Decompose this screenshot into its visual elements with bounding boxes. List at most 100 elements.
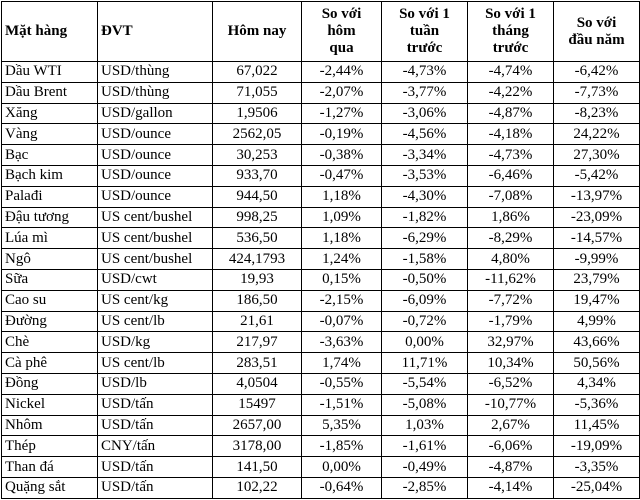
table-row: Quặng sắt USD/tấn 102,22 -0,64% -2,85% -4,14%… (1, 476, 640, 499)
table-row: Cà phê US cent/lb 283,51 1,74% 11,71% 10,34% 5… (1, 352, 640, 374)
cell: -0,49% (381, 456, 468, 478)
cell: -3,35% (553, 456, 640, 478)
cell: 10,34% (467, 352, 554, 374)
cell: -3,63% (301, 331, 382, 354)
header-cell: Hôm nay (212, 1, 302, 62)
cell: -5,36% (553, 393, 640, 416)
cell: -3,77% (381, 81, 468, 104)
header-cell: So với 1 tuần trước (381, 1, 468, 62)
cell: 283,51 (212, 352, 302, 374)
cell: 19,47% (553, 289, 640, 312)
table-row: Dầu WTI USD/thùng 67,022 -2,44% -4,73% -4,74%… (1, 61, 640, 83)
cell: Đậu tương (1, 206, 98, 229)
cell: -6,46% (467, 164, 554, 187)
cell: Sữa (1, 268, 98, 291)
cell: USD/thùng (97, 61, 213, 83)
cell: -0,64% (301, 476, 382, 499)
cell: -5,54% (381, 372, 468, 395)
cell: US cent/kg (97, 289, 213, 312)
table-row: Đồng USD/lb 4,0504 -0,55% -5,54% -6,52% 4,34% (1, 372, 640, 395)
cell: Dầu WTI (1, 61, 98, 83)
cell: 933,70 (212, 164, 302, 187)
header-text: So với 1 (399, 6, 450, 22)
cell: 50,56% (553, 352, 640, 374)
cell: 21,61 (212, 310, 302, 333)
cell: USD/cwt (97, 268, 213, 291)
cell: Nickel (1, 393, 98, 416)
cell: -6,42% (553, 61, 640, 83)
header-text: Hôm nay (227, 23, 287, 39)
cell: -6,52% (467, 372, 554, 395)
header-text: tháng (492, 23, 529, 39)
cell: Đồng (1, 372, 98, 395)
cell: 30,253 (212, 144, 302, 166)
cell: -7,08% (467, 185, 554, 208)
header-text: trước (492, 40, 529, 56)
cell: -4,73% (467, 144, 554, 166)
cell: 1,18% (301, 185, 382, 208)
cell: -6,29% (381, 227, 468, 250)
cell: 27,30% (553, 144, 640, 166)
cell: Dầu Brent (1, 81, 98, 104)
cell: 0,15% (301, 268, 382, 291)
table-row: Dầu Brent USD/thùng 71,055 -2,07% -3,77% -4,2… (1, 81, 640, 104)
table-row: Đường US cent/lb 21,61 -0,07% -0,72% -1,79% 4,… (1, 310, 640, 333)
cell: 4,0504 (212, 372, 302, 395)
cell: 4,34% (553, 372, 640, 395)
cell: 67,022 (212, 61, 302, 83)
cell: -1,85% (301, 435, 382, 458)
cell: USD/ounce (97, 185, 213, 208)
cell: USD/tấn (97, 393, 213, 416)
cell: 102,22 (212, 476, 302, 499)
cell: -8,29% (467, 227, 554, 250)
cell: 2657,00 (212, 414, 302, 437)
header-text: ĐVT (101, 23, 133, 39)
cell: USD/ounce (97, 123, 213, 146)
header-text: So với (576, 14, 617, 31)
cell: 11,45% (553, 414, 640, 437)
table-row: Than đá USD/tấn 141,50 0,00% -0,49% -4,87% -3,… (1, 456, 640, 478)
cell: Chè (1, 331, 98, 354)
cell: 3178,00 (212, 435, 302, 458)
cell: 944,50 (212, 185, 302, 208)
cell: Bạch kim (1, 164, 98, 187)
cell: -2,15% (301, 289, 382, 312)
table-row: Ngô US cent/bushel 424,1793 1,24% -1,58% 4,80… (1, 248, 640, 270)
cell: Nhôm (1, 414, 98, 437)
cell: 1,03% (381, 414, 468, 437)
cell: -7,73% (553, 81, 640, 104)
cell: US cent/bushel (97, 227, 213, 250)
cell: -19,09% (553, 435, 640, 458)
cell: CNY/tấn (97, 435, 213, 458)
cell: 536,50 (212, 227, 302, 250)
cell: -23,09% (553, 206, 640, 229)
cell: 1,09% (301, 206, 382, 229)
cell: Palađi (1, 185, 98, 208)
cell: USD/ounce (97, 164, 213, 187)
cell: -4,18% (467, 123, 554, 146)
cell: US cent/bushel (97, 248, 213, 270)
cell: -8,23% (553, 102, 640, 125)
cell: -11,62% (467, 268, 554, 291)
cell: US cent/bushel (97, 206, 213, 229)
cell: 32,97% (467, 331, 554, 354)
header-cell: ĐVT (97, 1, 213, 62)
cell: -0,72% (381, 310, 468, 333)
cell: -4,87% (467, 102, 554, 125)
cell: USD/thùng (97, 81, 213, 104)
header-text: Mặt hàng (5, 23, 68, 39)
header-text: So với 1 (485, 6, 536, 22)
cell: -14,57% (553, 227, 640, 250)
cell: 1,18% (301, 227, 382, 250)
cell: -4,73% (381, 61, 468, 83)
cell: 4,80% (467, 248, 554, 270)
cell: -0,19% (301, 123, 382, 146)
header-cell: So với 1 tháng trước (467, 1, 554, 62)
cell: -1,82% (381, 206, 468, 229)
cell: 2562,05 (212, 123, 302, 146)
table-row: Cao su US cent/kg 186,50 -2,15% -6,09% -7,72%… (1, 289, 640, 312)
cell: 217,97 (212, 331, 302, 354)
cell: -2,07% (301, 81, 382, 104)
